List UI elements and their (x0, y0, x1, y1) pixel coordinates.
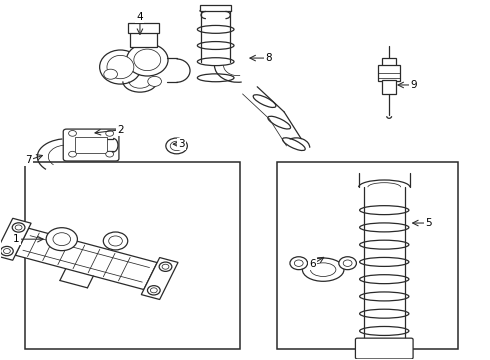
Ellipse shape (360, 327, 409, 336)
Text: 9: 9 (410, 80, 417, 90)
Circle shape (46, 228, 77, 251)
Circle shape (69, 131, 76, 136)
Bar (200, 5, 231, 12)
Circle shape (339, 257, 356, 270)
Circle shape (294, 260, 303, 266)
Bar (382, 58, 396, 67)
Bar (128, 23, 159, 33)
Circle shape (106, 131, 114, 136)
Circle shape (12, 223, 25, 232)
Ellipse shape (197, 74, 234, 82)
Ellipse shape (360, 257, 409, 266)
Ellipse shape (360, 240, 409, 249)
Circle shape (147, 285, 160, 295)
Ellipse shape (360, 292, 409, 301)
Circle shape (343, 260, 352, 266)
Circle shape (170, 141, 183, 150)
Ellipse shape (283, 138, 305, 150)
Ellipse shape (360, 309, 409, 318)
Polygon shape (141, 257, 178, 300)
Circle shape (159, 262, 172, 271)
Ellipse shape (311, 263, 336, 276)
Circle shape (166, 138, 187, 154)
Ellipse shape (197, 41, 234, 49)
Bar (277, 162, 458, 348)
Polygon shape (0, 218, 31, 260)
Text: 5: 5 (425, 218, 432, 228)
Text: 4: 4 (137, 12, 143, 22)
Bar (382, 80, 396, 94)
Circle shape (103, 232, 128, 250)
Ellipse shape (126, 44, 168, 76)
Text: 8: 8 (265, 53, 272, 63)
FancyBboxPatch shape (63, 129, 119, 161)
Ellipse shape (268, 116, 291, 129)
Ellipse shape (360, 275, 409, 284)
Bar (25, 162, 240, 348)
Text: 2: 2 (117, 125, 123, 135)
Bar (378, 65, 400, 81)
Circle shape (0, 246, 13, 256)
Circle shape (148, 76, 161, 86)
Circle shape (15, 225, 22, 230)
Ellipse shape (302, 258, 344, 281)
Bar (130, 30, 157, 47)
Circle shape (53, 233, 71, 246)
Circle shape (109, 236, 122, 246)
Ellipse shape (360, 223, 409, 232)
Circle shape (69, 151, 76, 157)
Ellipse shape (134, 49, 161, 71)
Ellipse shape (99, 50, 141, 84)
Ellipse shape (107, 55, 134, 79)
Ellipse shape (253, 95, 276, 108)
Circle shape (162, 264, 169, 269)
Text: 6: 6 (309, 259, 316, 269)
Circle shape (290, 257, 308, 270)
Circle shape (104, 69, 118, 79)
Text: 7: 7 (25, 155, 32, 165)
Polygon shape (15, 228, 157, 289)
FancyBboxPatch shape (355, 338, 413, 359)
Bar (75, 136, 107, 153)
Ellipse shape (197, 26, 234, 33)
Ellipse shape (197, 58, 234, 66)
Circle shape (106, 151, 114, 157)
Text: 3: 3 (178, 139, 185, 149)
Text: 1: 1 (13, 234, 20, 244)
Ellipse shape (360, 206, 409, 215)
Circle shape (150, 288, 157, 293)
Circle shape (3, 248, 10, 253)
